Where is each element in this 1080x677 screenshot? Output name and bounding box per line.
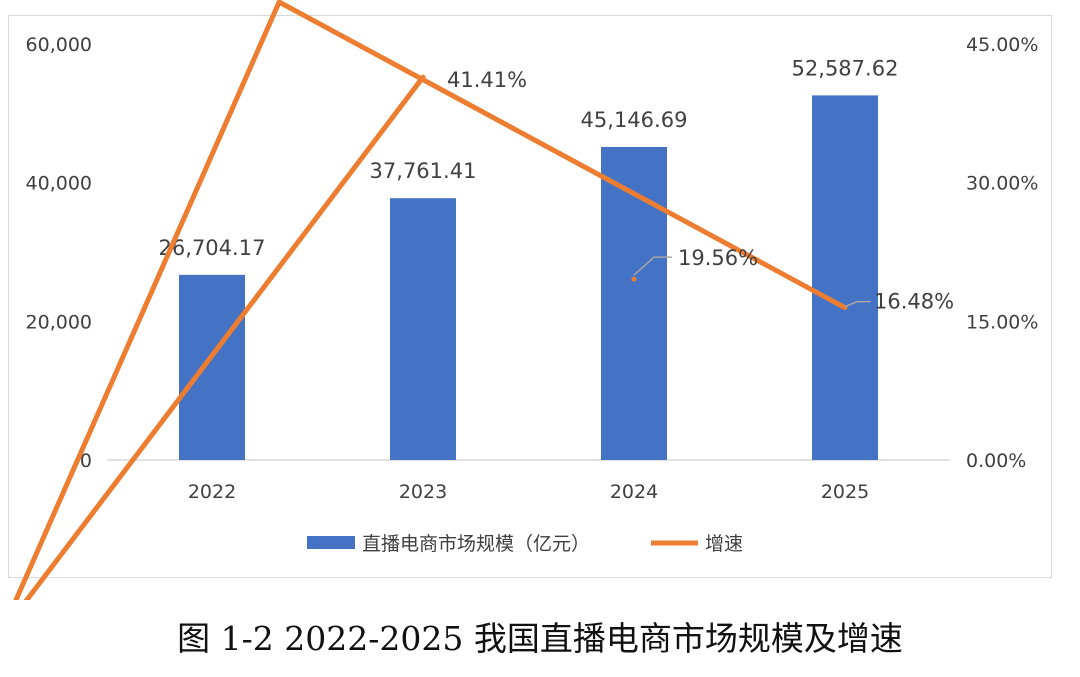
chart-frame — [8, 15, 1052, 578]
growth-point — [420, 74, 426, 80]
x-axis-tick-label: 2023 — [399, 481, 447, 503]
leader-line — [844, 300, 871, 308]
bar — [812, 95, 878, 460]
bar-data-label: 45,146.69 — [581, 108, 688, 132]
x-axis-tick-label: 2022 — [188, 481, 236, 503]
right-axis-tick-label: 0.00% — [966, 450, 1026, 472]
bar — [179, 274, 245, 460]
left-axis-tick-label: 20,000 — [26, 311, 92, 333]
bar-data-label: 52,587.62 — [792, 56, 899, 80]
bar-data-label: 26,704.17 — [159, 236, 266, 260]
growth-data-label: 41.41% — [447, 68, 527, 92]
growth-data-label: 19.56% — [678, 246, 758, 270]
right-axis-tick-label: 45.00% — [966, 34, 1038, 56]
chart: 0 20,000 40,000 60,000 0.00% 15.00% 30.00% 45.0… — [13, 0, 1038, 600]
x-axis-tick-label: 2024 — [610, 481, 658, 503]
left-axis-tick-label: 0 — [80, 450, 92, 472]
bar — [390, 198, 456, 460]
growth-data-label: 16.48% — [874, 290, 954, 314]
left-axis-tick-label: 60,000 — [26, 34, 92, 56]
legend-bar-label: 直播电商市场规模（亿元） — [362, 533, 590, 555]
growth-point — [631, 276, 637, 282]
leader-line — [633, 256, 672, 276]
x-axis-tick-label: 2025 — [821, 481, 869, 503]
left-axis-tick-label: 40,000 — [26, 173, 92, 195]
right-axis-tick-label: 30.00% — [966, 173, 1038, 195]
bar-data-label: 37,761.41 — [370, 159, 477, 183]
figure-caption: 图 1-2 2022-2025 我国直播电商市场规模及增速 — [177, 619, 903, 658]
bar — [601, 146, 667, 460]
right-axis-tick-label: 15.00% — [966, 311, 1038, 333]
legend-line-label: 增速 — [705, 533, 743, 555]
growth-line — [13, 0, 847, 600]
legend-bar-swatch — [307, 536, 355, 549]
